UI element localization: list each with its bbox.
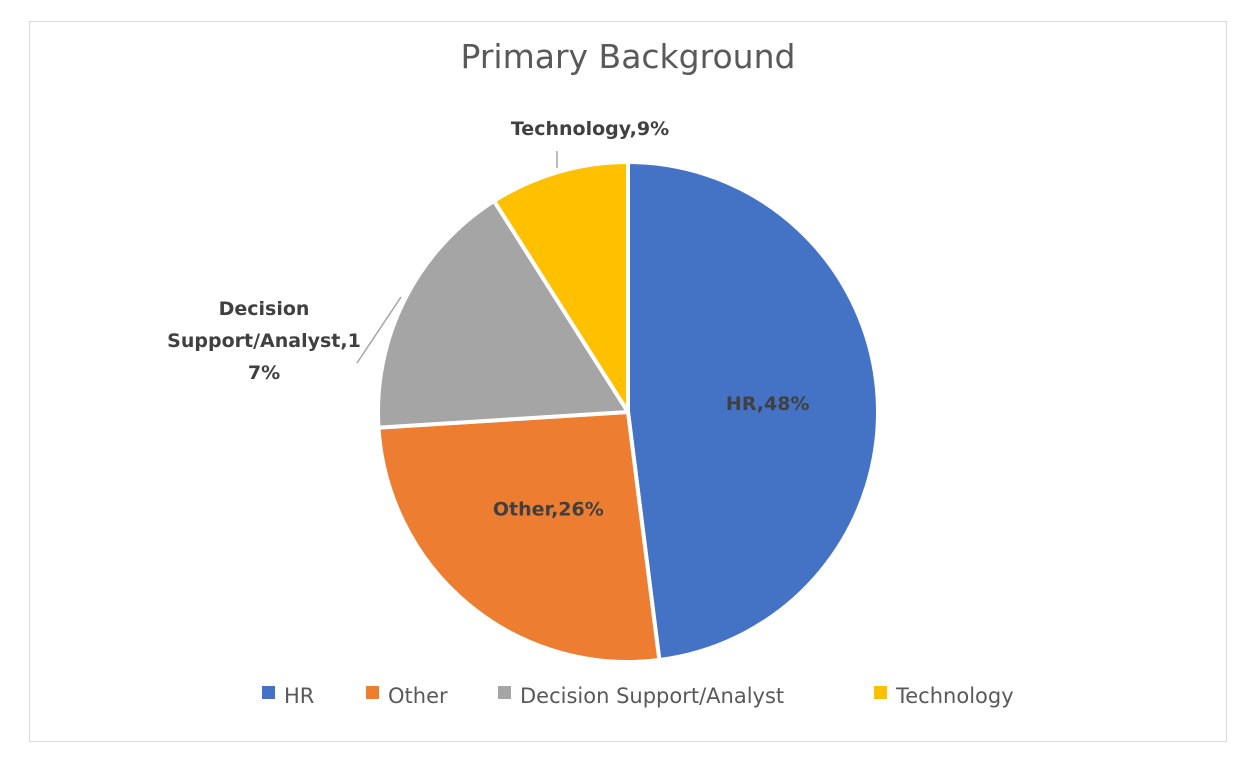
chart-title: Primary Background <box>461 37 796 76</box>
pie-slice-decision-support-analyst <box>376 198 630 430</box>
legend: HR Other Decision Support/Analyst Technolog… <box>262 684 1014 708</box>
data-label-decision-support-analyst: Decision Support/Analyst,1 7% <box>167 298 361 384</box>
legend-label-decision-support-analyst: Decision Support/Analyst <box>520 684 784 708</box>
legend-label-hr: HR <box>284 684 314 708</box>
pie-slices <box>376 160 880 664</box>
data-label-hr: HR,48% <box>726 393 810 415</box>
data-label-technology: Technology,9% <box>511 118 669 140</box>
legend-swatch-decision-support-analyst <box>498 686 511 699</box>
legend-label-technology: Technology <box>895 684 1014 708</box>
pie-slice-technology <box>492 160 630 414</box>
legend-item-technology: Technology <box>874 684 1014 708</box>
legend-swatch-technology <box>874 686 887 699</box>
data-label-other: Other,26% <box>493 498 604 520</box>
pie-slice-hr <box>626 160 880 663</box>
legend-item-other: Other <box>366 684 448 708</box>
legend-item-decision-support-analyst: Decision Support/Analyst <box>498 684 784 708</box>
data-labels: HR,48% Other,26% Decision Support/Analyst,1… <box>167 118 809 520</box>
legend-item-hr: HR <box>262 684 314 708</box>
leader-lines <box>356 151 558 364</box>
leader-line-decision-support-analyst <box>356 296 402 364</box>
legend-swatch-hr <box>262 686 275 699</box>
legend-swatch-other <box>366 686 379 699</box>
legend-label-other: Other <box>388 684 448 708</box>
pie-slice-other <box>376 410 662 664</box>
